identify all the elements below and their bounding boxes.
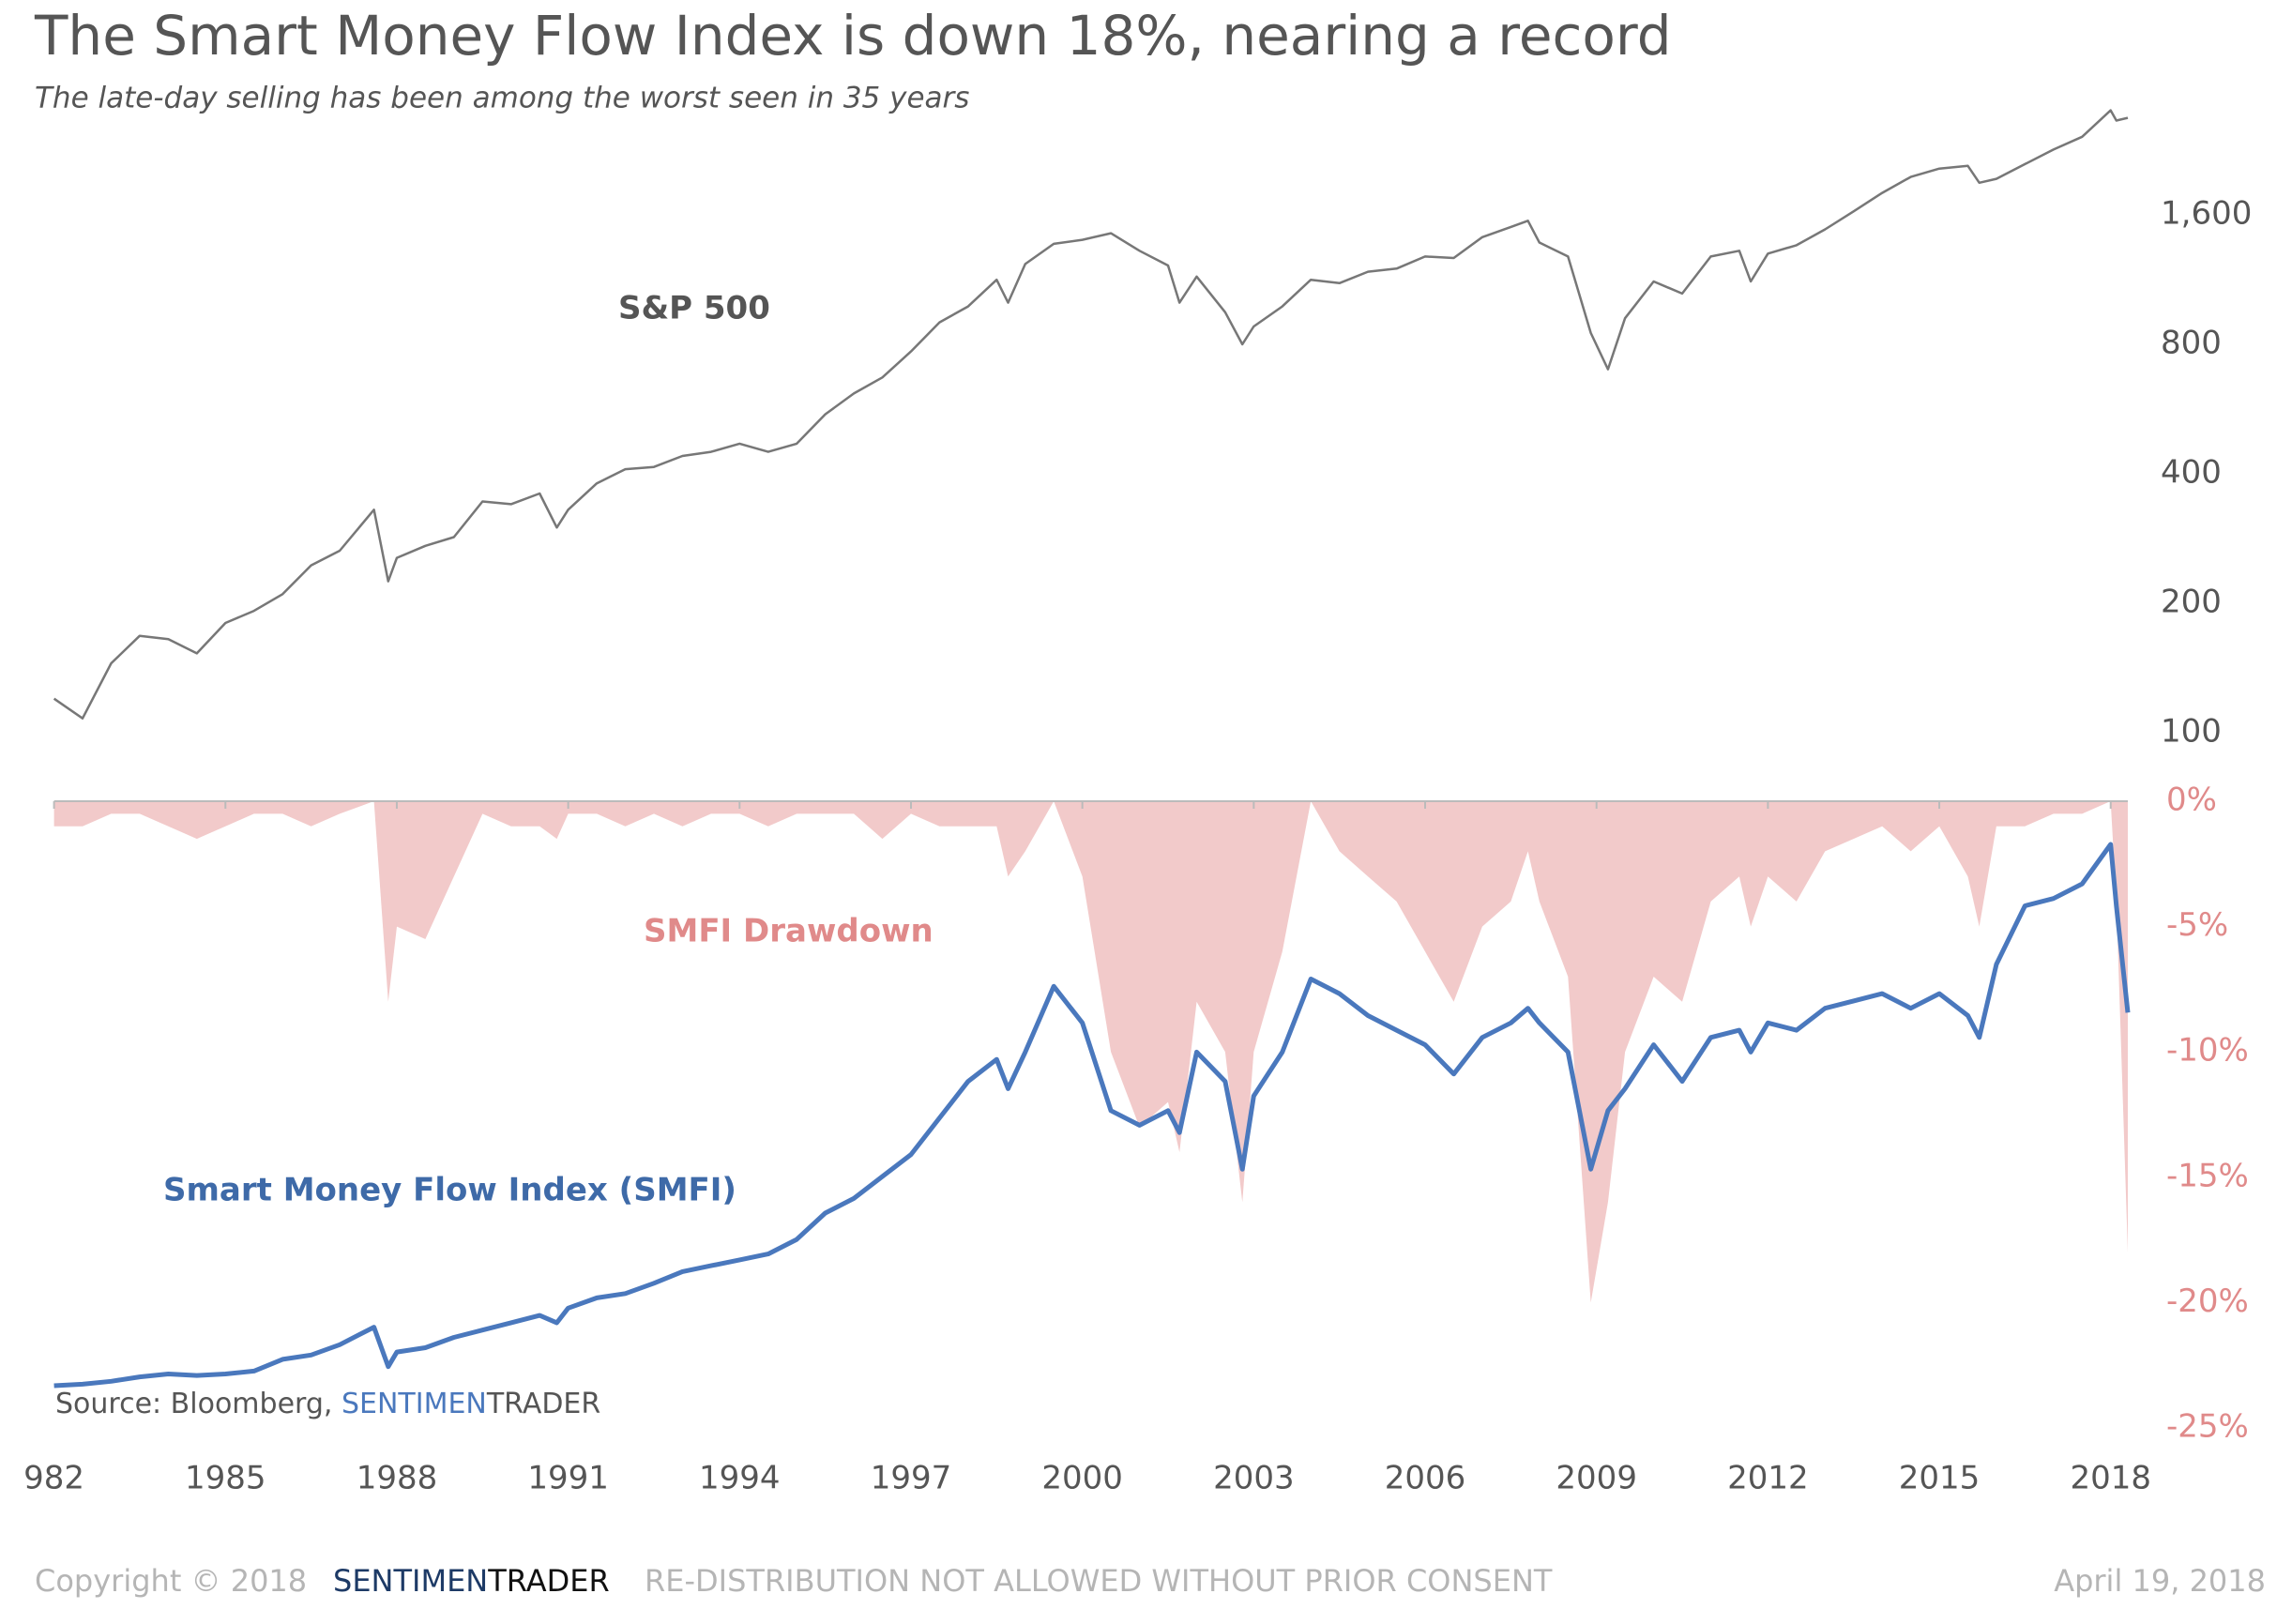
y2-tick-label: -10% (2166, 1032, 2249, 1070)
source-brand: SENTIMEN (342, 1388, 487, 1420)
brand-part: TRADER (487, 1563, 609, 1599)
x-tick-label: 2018 (2070, 1460, 2151, 1497)
source-brand: TRADER (486, 1388, 600, 1420)
x-tick-label: 982 (23, 1460, 84, 1497)
x-tick-label: 1988 (357, 1460, 438, 1497)
y2-tick-label: -20% (2166, 1283, 2249, 1320)
chart-subtitle: The late-day selling has been among the … (35, 82, 969, 115)
drawdown-area (53, 801, 2128, 1303)
date: April 19, 2018 (2054, 1563, 2266, 1599)
y-tick-label: 200 (2161, 584, 2222, 621)
brand-part: SENTIMEN (333, 1563, 488, 1599)
series-line (53, 109, 2129, 720)
x-tick-label: 1991 (527, 1460, 609, 1497)
x-tick-label: 2009 (1556, 1460, 1637, 1497)
series-label: SMFI Drawdown (644, 913, 933, 950)
y2-tick-label: -15% (2166, 1157, 2249, 1194)
brand: SENTIMENTRADER (333, 1563, 610, 1599)
notice: RE-DISTRIBUTION NOT ALLOWED WITHOUT PRIO… (645, 1563, 1553, 1599)
x-tick-label: 1985 (185, 1460, 266, 1497)
x-tick-label: 2015 (1899, 1460, 1981, 1497)
x-tick-label: 2012 (1727, 1460, 1809, 1497)
series-line (53, 842, 2131, 1389)
x-tick-label: 1997 (871, 1460, 952, 1497)
y-tick-label: 100 (2161, 713, 2222, 751)
x-tick-label: 2000 (1041, 1460, 1123, 1497)
y2-tick-label: -5% (2166, 906, 2228, 944)
y2-tick-label: 0% (2166, 782, 2217, 819)
source: Source: Bloomberg, SENTIMENTRADER (55, 1388, 600, 1420)
x-tick-label: 2003 (1213, 1460, 1295, 1497)
source-text: Source: Bloomberg, (55, 1388, 342, 1420)
x-tick-label: 2006 (1385, 1460, 1466, 1497)
y2-tick-label: -25% (2166, 1408, 2249, 1446)
copyright: Copyright © 2018 (35, 1563, 307, 1599)
y-tick-label: 800 (2161, 325, 2222, 362)
y-tick-label: 1,600 (2161, 195, 2252, 233)
x-tick-label: 1994 (699, 1460, 781, 1497)
series-label: S&P 500 (618, 290, 770, 327)
series-label: Smart Money Flow Index (SMFI) (163, 1172, 736, 1209)
y-tick-label: 400 (2161, 454, 2222, 492)
chart-title: The Smart Money Flow Index is down 18%, … (34, 4, 1672, 68)
